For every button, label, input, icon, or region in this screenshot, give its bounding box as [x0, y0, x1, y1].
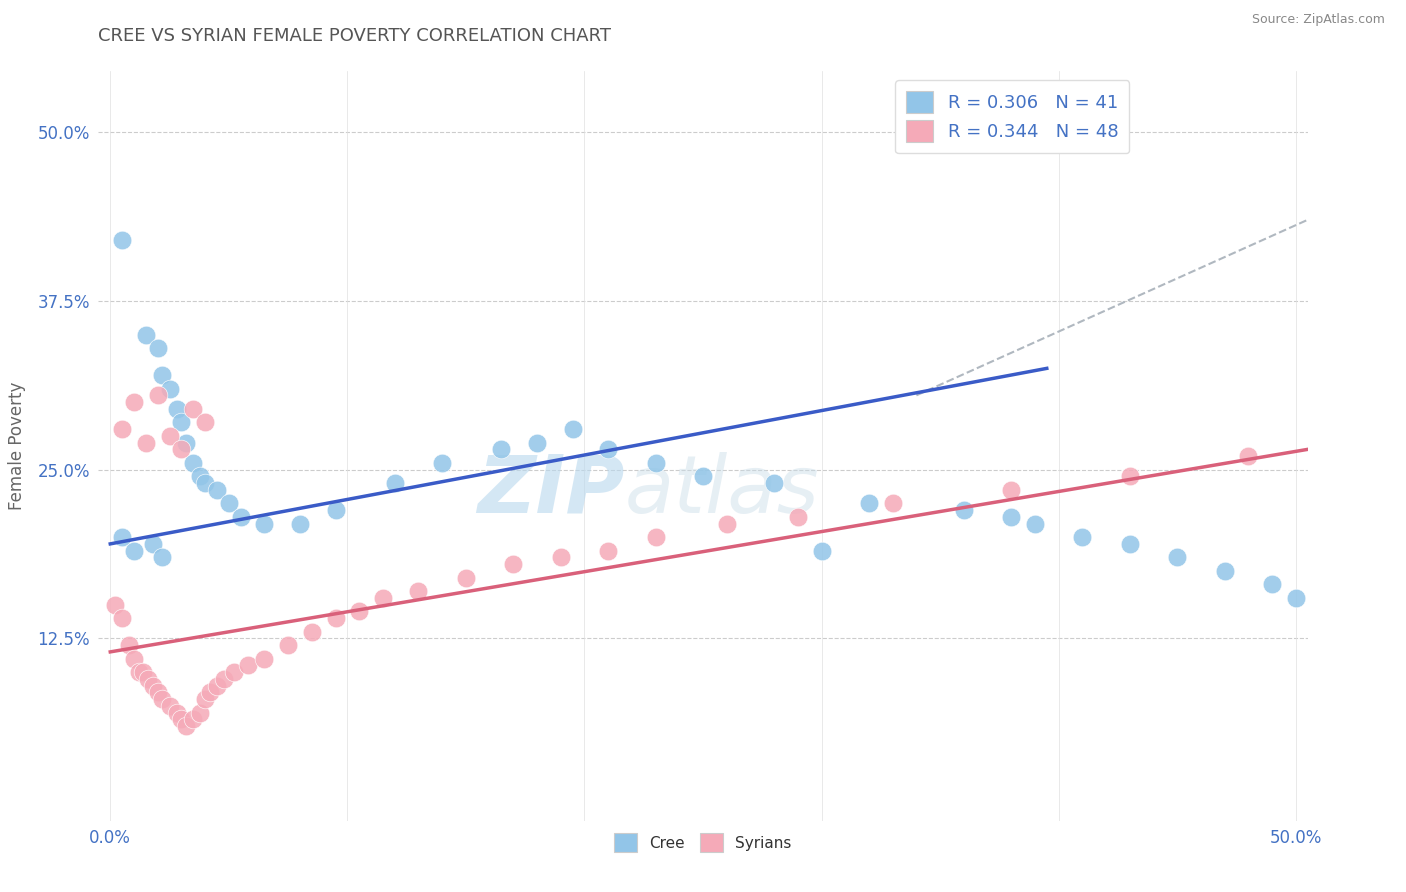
- Point: [408, 584, 430, 599]
- Point: [152, 692, 174, 706]
- Point: [325, 503, 347, 517]
- Point: [491, 442, 513, 457]
- Point: [122, 395, 145, 409]
- Point: [190, 706, 212, 720]
- Point: [1000, 483, 1022, 497]
- Point: [502, 557, 524, 571]
- Point: [132, 665, 155, 680]
- Point: [181, 456, 204, 470]
- Point: [111, 422, 134, 436]
- Point: [166, 706, 188, 720]
- Point: [194, 692, 217, 706]
- Point: [598, 543, 620, 558]
- Point: [1285, 591, 1308, 605]
- Point: [858, 496, 880, 510]
- Point: [1166, 550, 1188, 565]
- Y-axis label: Female Poverty: Female Poverty: [8, 382, 27, 510]
- Point: [550, 550, 572, 565]
- Point: [1213, 564, 1236, 578]
- Point: [1119, 469, 1142, 483]
- Point: [122, 543, 145, 558]
- Point: [222, 665, 245, 680]
- Point: [174, 435, 197, 450]
- Point: [371, 591, 394, 605]
- Point: [1119, 537, 1142, 551]
- Point: [236, 658, 259, 673]
- Point: [146, 685, 169, 699]
- Point: [174, 719, 197, 733]
- Point: [212, 672, 235, 686]
- Point: [253, 516, 276, 531]
- Point: [692, 469, 714, 483]
- Point: [882, 496, 904, 510]
- Point: [111, 611, 134, 625]
- Point: [598, 442, 620, 457]
- Point: [810, 543, 832, 558]
- Point: [1237, 449, 1260, 463]
- Point: [325, 611, 347, 625]
- Point: [190, 469, 212, 483]
- Point: [1000, 509, 1022, 524]
- Legend: Cree, Syrians: Cree, Syrians: [609, 827, 797, 858]
- Point: [181, 712, 204, 726]
- Point: [384, 476, 406, 491]
- Point: [111, 233, 134, 247]
- Point: [288, 516, 311, 531]
- Point: [152, 550, 174, 565]
- Point: [1071, 530, 1094, 544]
- Point: [198, 685, 221, 699]
- Point: [142, 679, 165, 693]
- Point: [952, 503, 974, 517]
- Point: [170, 416, 193, 430]
- Point: [526, 435, 548, 450]
- Point: [194, 476, 217, 491]
- Point: [1261, 577, 1284, 591]
- Point: [170, 712, 193, 726]
- Point: [644, 456, 666, 470]
- Point: [786, 509, 808, 524]
- Point: [301, 624, 323, 639]
- Point: [205, 679, 228, 693]
- Point: [146, 341, 169, 355]
- Point: [128, 665, 150, 680]
- Point: [146, 388, 169, 402]
- Point: [454, 571, 477, 585]
- Point: [644, 530, 666, 544]
- Point: [194, 416, 217, 430]
- Point: [159, 429, 181, 443]
- Point: [159, 698, 181, 713]
- Point: [135, 435, 157, 450]
- Point: [205, 483, 228, 497]
- Point: [104, 598, 127, 612]
- Point: [122, 651, 145, 665]
- Text: ZIP: ZIP: [477, 452, 624, 530]
- Text: CREE VS SYRIAN FEMALE POVERTY CORRELATION CHART: CREE VS SYRIAN FEMALE POVERTY CORRELATIO…: [98, 27, 612, 45]
- Point: [136, 672, 159, 686]
- Point: [142, 537, 165, 551]
- Point: [159, 382, 181, 396]
- Point: [277, 638, 299, 652]
- Point: [763, 476, 786, 491]
- Point: [1024, 516, 1046, 531]
- Point: [229, 509, 252, 524]
- Point: [716, 516, 738, 531]
- Point: [118, 638, 141, 652]
- Point: [561, 422, 583, 436]
- Point: [135, 327, 157, 342]
- Point: [347, 604, 370, 618]
- Point: [218, 496, 240, 510]
- Point: [253, 651, 276, 665]
- Point: [432, 456, 454, 470]
- Point: [170, 442, 193, 457]
- Text: Source: ZipAtlas.com: Source: ZipAtlas.com: [1251, 13, 1385, 27]
- Point: [181, 401, 204, 416]
- Point: [111, 530, 134, 544]
- Point: [152, 368, 174, 383]
- Point: [166, 401, 188, 416]
- Text: atlas: atlas: [624, 452, 820, 530]
